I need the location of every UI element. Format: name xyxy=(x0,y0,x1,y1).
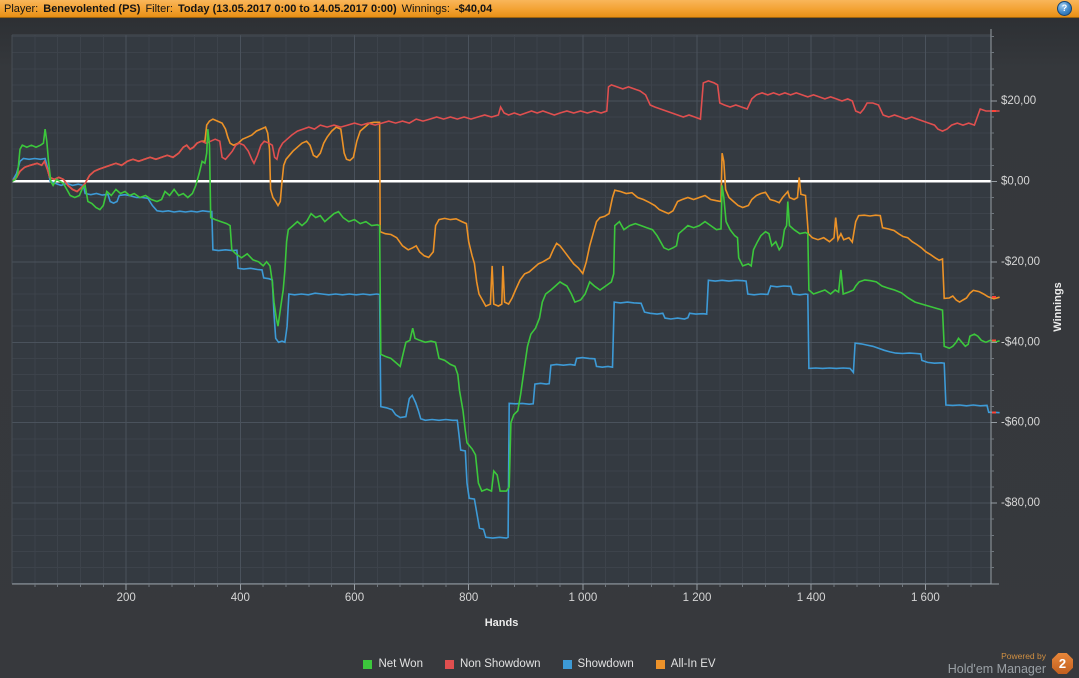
powered-by-label: Powered by xyxy=(1001,651,1046,661)
legend-swatch-icon xyxy=(363,659,373,669)
filter-value: Today (13.05.2017 0:00 to 14.05.2017 0:0… xyxy=(177,2,397,15)
series-net-won xyxy=(11,128,1000,493)
holdem-manager-label: Hold'em Manager xyxy=(947,661,1046,676)
winnings-label: Winnings: xyxy=(401,2,450,15)
x-tick-label: 1 600 xyxy=(911,592,940,604)
x-tick-label: 200 xyxy=(117,592,136,604)
legend-item[interactable]: Showdown xyxy=(562,658,634,670)
y-tick-label: -$40,00 xyxy=(1001,336,1040,348)
legend-label: Showdown xyxy=(577,658,634,670)
legend-label: Net Won xyxy=(378,658,423,670)
hm2-logo-icon: 2 xyxy=(1052,653,1073,674)
player-label: Player: xyxy=(4,2,39,15)
legend-item[interactable]: Non Showdown xyxy=(444,658,541,670)
y-axis-title: Winnings xyxy=(1052,282,1064,331)
y-tick-label: -$60,00 xyxy=(1001,417,1040,429)
series-showdown xyxy=(11,157,1000,539)
x-tick-label: 400 xyxy=(231,592,250,604)
x-axis-title: Hands xyxy=(485,617,519,629)
legend-swatch-icon xyxy=(562,659,572,669)
winnings-value: -$40,04 xyxy=(454,2,493,15)
plot-area xyxy=(12,35,991,584)
filter-label: Filter: xyxy=(145,2,173,15)
y-tick-label: -$80,00 xyxy=(1001,497,1040,509)
legend-swatch-icon xyxy=(444,659,454,669)
x-tick-label: 600 xyxy=(345,592,364,604)
y-tick-label: $0,00 xyxy=(1001,175,1030,187)
branding: Powered by Hold'em Manager 2 xyxy=(948,652,1073,675)
series-non-showdown xyxy=(11,80,1000,193)
legend-label: Non Showdown xyxy=(459,658,541,670)
help-icon[interactable]: ? xyxy=(1057,1,1072,16)
legend-item[interactable]: All-In EV xyxy=(655,658,716,670)
x-tick-label: 1 400 xyxy=(797,592,826,604)
filter-summary-bar: Player: Benevolented (PS) Filter: Today … xyxy=(0,0,1079,18)
chart-legend: Net Won Non Showdown Showdown All-In EV xyxy=(0,650,1079,678)
x-tick-label: 1 200 xyxy=(683,592,712,604)
y-tick-label: $20,00 xyxy=(1001,95,1036,107)
y-tick-label: -$20,00 xyxy=(1001,256,1040,268)
legend-item[interactable]: Net Won xyxy=(363,658,423,670)
x-tick-label: 800 xyxy=(459,592,478,604)
x-tick-label: 1 000 xyxy=(568,592,597,604)
legend-swatch-icon xyxy=(655,659,665,669)
legend-label: All-In EV xyxy=(670,658,716,670)
player-value: Benevolented (PS) xyxy=(43,2,141,15)
